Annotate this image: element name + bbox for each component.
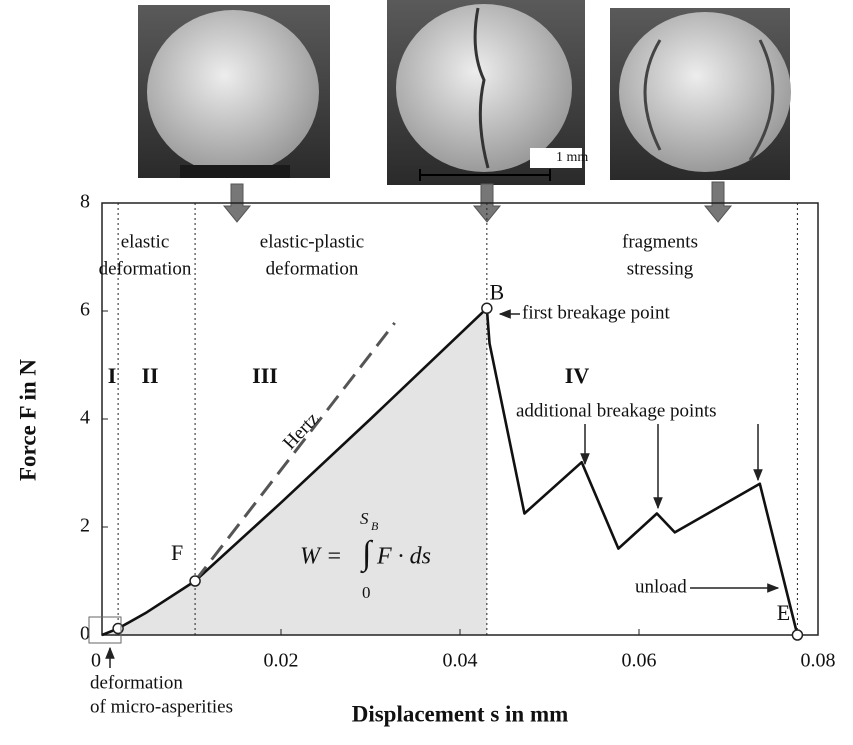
point-label: B [490,279,505,304]
work-area [102,308,487,635]
x-tick-label: 0 [91,650,101,672]
origin-box [88,616,122,644]
region-label: IV [565,363,590,388]
photo [138,5,330,178]
y-tick-label: 2 [80,515,90,537]
annotation: first breakage point [522,302,670,323]
y-tick-label: 6 [80,299,90,321]
region-label: II [141,363,158,388]
point-label: E [777,600,790,625]
photo [387,0,585,185]
arrows [222,181,733,223]
point-label: F [171,540,183,565]
equation: B [371,519,379,533]
key-point [112,622,124,635]
x-tick-label: 0.04 [443,650,478,672]
key-point [189,575,201,587]
annotation: deformation [90,672,183,693]
scale-label: 1 mm [556,150,588,165]
phase-label: elastic-plastic [260,231,364,252]
y-tick-label: 0 [80,623,90,645]
x-tick-label: 0.02 [264,650,299,672]
photo [610,8,791,180]
y-tick-label: 4 [80,407,90,429]
annotation: additional breakage points [516,400,717,421]
region-label: I [108,363,117,388]
phase-label: elastic [121,231,170,252]
y-tick-label: 8 [80,191,90,213]
key-point [791,629,804,641]
x-tick-label: 0.06 [622,650,657,672]
phase-label: deformation [266,258,359,279]
equation: S [360,509,369,528]
phase-label: fragments [622,231,698,252]
series-label: Hertz [279,409,323,454]
equation: F · ds [376,544,431,570]
y-axis-title: Force F in N [15,359,40,481]
x-tick-label: 0.08 [801,650,836,672]
series-line [101,307,799,637]
phase-label: deformation [99,258,192,279]
region-label: III [252,363,278,388]
equation: W = [300,544,342,570]
annotation: of micro-asperities [90,696,233,717]
phase-label: stressing [627,258,694,279]
key-point [481,302,493,315]
equation: 0 [362,583,371,602]
annotation: unload [635,576,687,597]
series-line [193,321,396,582]
equation: ∫ [360,535,374,574]
x-axis-title: Displacement s in mm [352,701,569,726]
